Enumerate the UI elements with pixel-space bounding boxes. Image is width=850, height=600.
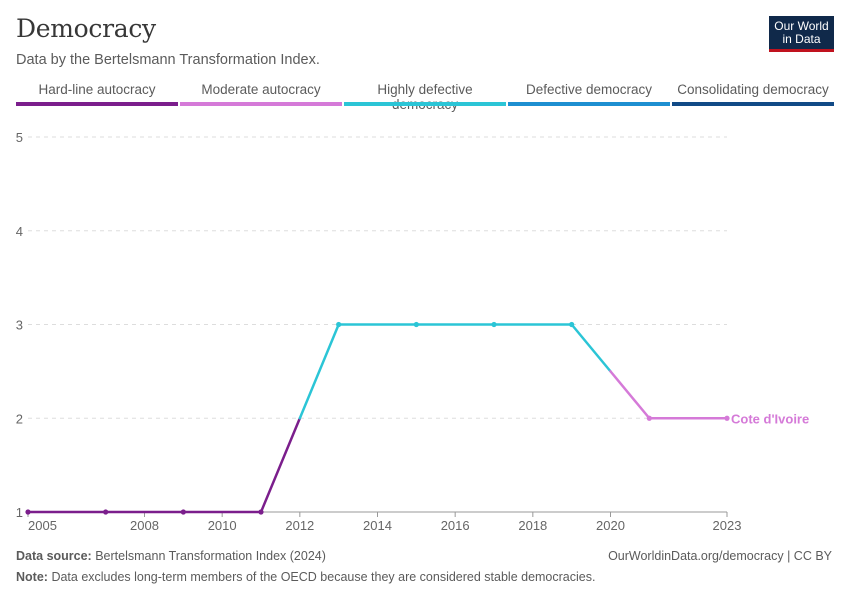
x-tick-label: 2012: [285, 518, 314, 533]
legend-item-hard-line-autocracy[interactable]: Hard-line autocracy: [16, 82, 178, 106]
chart-note: Note: Data excludes long-term members of…: [16, 570, 595, 584]
series-segment: [298, 323, 340, 420]
data-source: Data source: Bertelsmann Transformation …: [16, 549, 326, 563]
chart-subtitle: Data by the Bertelsmann Transformation I…: [16, 52, 320, 68]
x-tick-label: 2018: [518, 518, 547, 533]
x-tick-label: 2008: [130, 518, 159, 533]
legend-item-consolidating-democracy[interactable]: Consolidating democracy: [672, 82, 834, 106]
legend-item-highly-defective-democracy[interactable]: Highly defective democracy: [344, 82, 506, 112]
data-source-label: Data source:: [16, 549, 92, 563]
x-tick-label: 2005: [28, 518, 57, 533]
legend-label: Highly defective democracy: [377, 82, 473, 112]
data-source-text[interactable]: Bertelsmann Transformation Index (2024): [95, 549, 326, 563]
data-point: [491, 321, 497, 328]
data-point: [569, 321, 575, 328]
series-label: Cote d'Ivoire: [731, 411, 809, 426]
chart-title: Democracy: [16, 14, 156, 43]
legend-label: Hard-line autocracy: [38, 82, 156, 97]
logo-line-2: in Data: [782, 32, 821, 46]
legend-swatch: [344, 102, 506, 106]
legend-swatch: [508, 102, 670, 106]
x-tick-label: 2020: [596, 518, 625, 533]
data-point: [25, 509, 31, 515]
legend-swatch: [672, 102, 834, 106]
data-point: [103, 509, 109, 515]
credit-link[interactable]: OurWorldinData.org/democracy | CC BY: [608, 549, 832, 563]
x-tick-label: 2014: [363, 518, 392, 533]
legend-label: Defective democracy: [525, 82, 653, 97]
data-point: [724, 415, 730, 421]
legend-item-moderate-autocracy[interactable]: Moderate autocracy: [180, 82, 342, 106]
x-tick-label: 2023: [713, 518, 742, 533]
legend-swatch: [180, 102, 342, 106]
logo-line-1: Our World: [774, 19, 829, 33]
y-tick-label: 2: [16, 411, 23, 426]
series-segment: [259, 417, 302, 514]
legend-label: Consolidating democracy: [677, 82, 829, 97]
data-point: [336, 321, 342, 328]
legend-label: Moderate autocracy: [201, 82, 321, 97]
y-tick-label: 3: [16, 318, 23, 333]
series-segment: [570, 323, 612, 373]
note-text: Data excludes long-term members of the O…: [51, 570, 596, 584]
x-tick-label: 2010: [208, 518, 237, 533]
data-point: [646, 415, 652, 421]
color-legend: Hard-line autocracy Moderate autocracy H…: [16, 82, 834, 112]
owid-logo[interactable]: Our World in Data: [769, 16, 834, 52]
y-tick-label: 1: [16, 505, 23, 520]
legend-item-defective-democracy[interactable]: Defective democracy: [508, 82, 670, 106]
y-tick-label: 5: [16, 130, 23, 145]
data-point: [180, 509, 186, 515]
series-segment: [609, 370, 651, 420]
data-point: [258, 509, 264, 515]
data-point: [413, 321, 419, 328]
y-tick-label: 4: [16, 224, 23, 239]
note-label: Note:: [16, 570, 48, 584]
legend-swatch: [16, 102, 178, 106]
x-tick-label: 2016: [441, 518, 470, 533]
